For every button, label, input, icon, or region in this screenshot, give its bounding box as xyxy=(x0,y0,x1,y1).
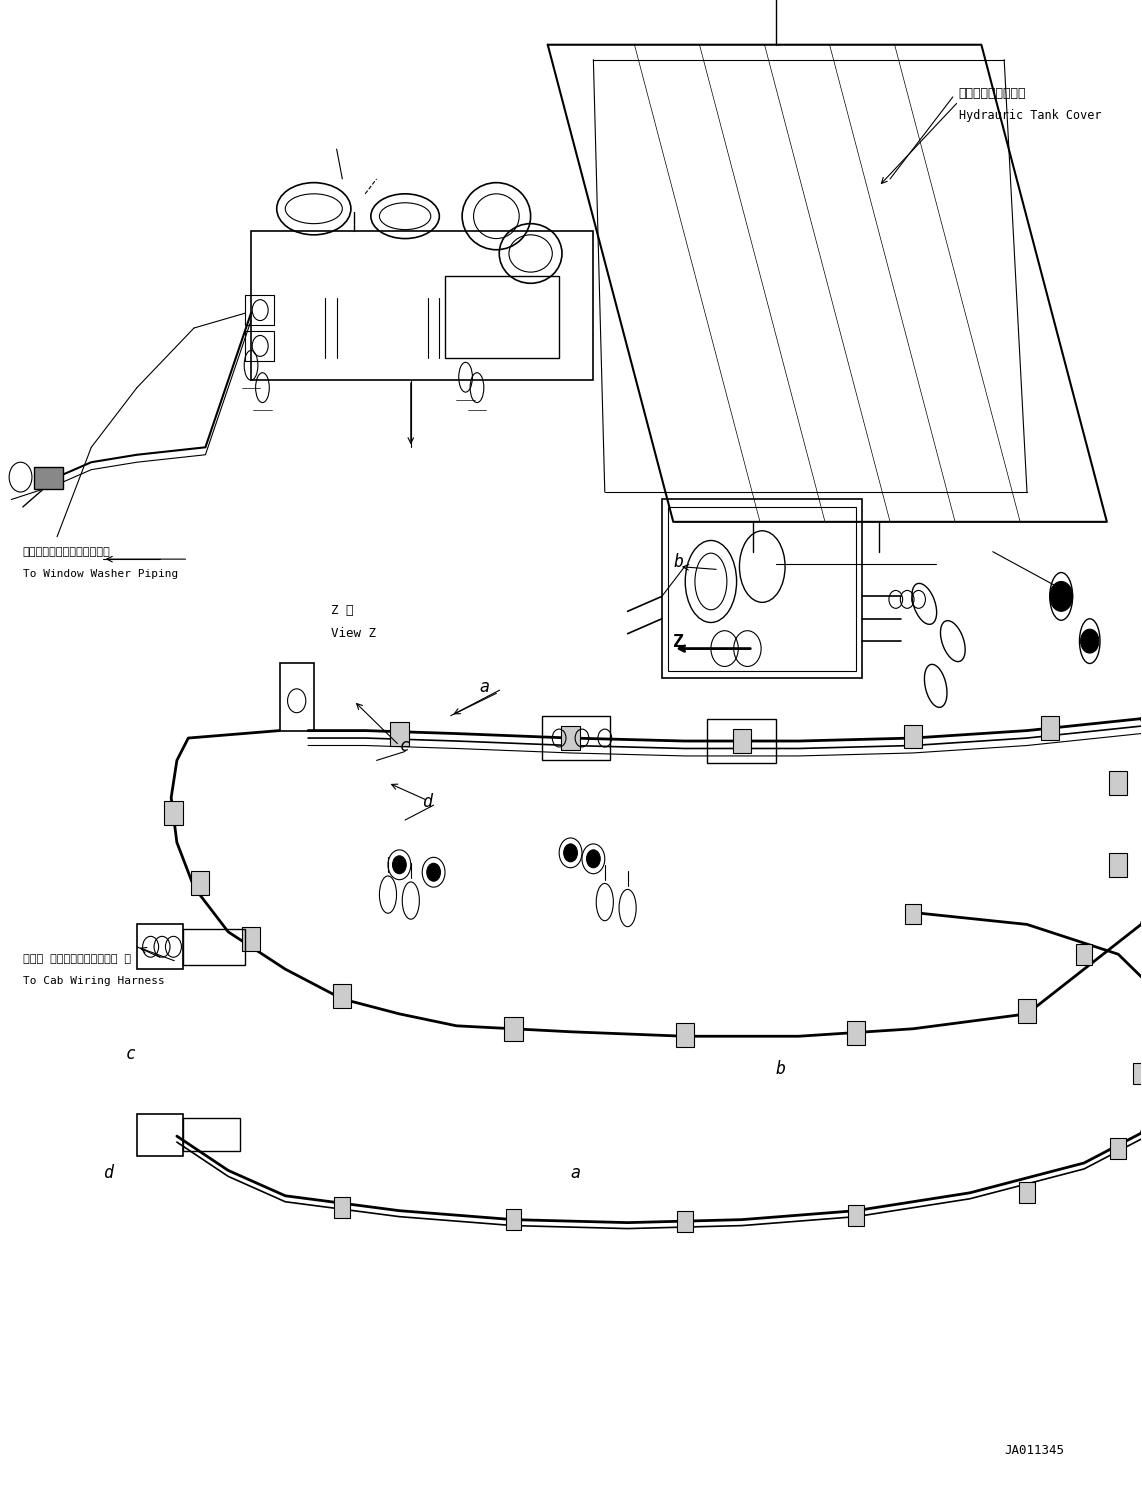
Bar xyxy=(505,1017,523,1041)
Bar xyxy=(34,467,63,489)
Text: Hydrauric Tank Cover: Hydrauric Tank Cover xyxy=(958,109,1101,122)
Bar xyxy=(904,904,920,924)
Text: キャブ ワイヤリングハーネス へ: キャブ ワイヤリングハーネス へ xyxy=(23,954,131,963)
Bar xyxy=(1109,771,1127,795)
Bar xyxy=(251,231,594,380)
Text: a: a xyxy=(571,1164,580,1182)
Bar xyxy=(1018,999,1036,1023)
Bar xyxy=(708,719,775,763)
Bar xyxy=(1040,716,1059,740)
Text: To Window Washer Piping: To Window Washer Piping xyxy=(23,570,178,579)
Bar xyxy=(280,663,314,731)
Text: c: c xyxy=(400,738,409,756)
Bar xyxy=(847,1205,863,1226)
Circle shape xyxy=(427,863,441,881)
Circle shape xyxy=(564,844,578,862)
Bar xyxy=(676,1023,694,1047)
Bar xyxy=(445,276,560,358)
Bar xyxy=(242,927,260,951)
Bar xyxy=(183,929,246,965)
Circle shape xyxy=(587,850,601,868)
Text: Z 視: Z 視 xyxy=(331,604,353,617)
Bar xyxy=(732,729,750,753)
Bar xyxy=(1110,1138,1126,1159)
Bar xyxy=(183,1118,240,1151)
Bar xyxy=(668,507,855,671)
Bar xyxy=(391,722,409,746)
Bar xyxy=(1076,944,1092,965)
Bar xyxy=(137,924,183,969)
Bar xyxy=(662,499,861,678)
Circle shape xyxy=(1080,629,1099,653)
Bar xyxy=(1019,1182,1035,1203)
Bar xyxy=(335,1197,351,1218)
Text: d: d xyxy=(103,1164,113,1182)
Bar xyxy=(542,716,611,760)
Bar xyxy=(1109,853,1127,877)
Bar xyxy=(846,1021,864,1045)
Text: c: c xyxy=(126,1045,136,1063)
Text: b: b xyxy=(775,1060,786,1078)
Text: View Z: View Z xyxy=(331,626,376,640)
Text: 作動油タンクカバー: 作動油タンクカバー xyxy=(958,86,1026,100)
Bar xyxy=(1133,1063,1142,1084)
Text: ウインドウィッシャ配管　へ: ウインドウィッシャ配管 へ xyxy=(23,547,111,556)
Circle shape xyxy=(393,856,407,874)
Text: JA011345: JA011345 xyxy=(1004,1443,1064,1457)
Circle shape xyxy=(1049,581,1072,611)
Bar xyxy=(246,331,274,361)
Bar xyxy=(164,801,183,825)
Bar xyxy=(246,295,274,325)
Text: b: b xyxy=(674,553,683,571)
Text: Z: Z xyxy=(674,634,684,652)
Bar xyxy=(137,1114,183,1156)
Bar xyxy=(191,871,209,895)
Bar xyxy=(677,1211,693,1232)
Bar xyxy=(903,725,922,748)
Bar xyxy=(506,1209,522,1230)
Text: To Cab Wiring Harness: To Cab Wiring Harness xyxy=(23,977,164,986)
Bar xyxy=(562,726,580,750)
Bar xyxy=(333,984,352,1008)
Text: a: a xyxy=(480,678,489,696)
Text: d: d xyxy=(423,793,432,811)
